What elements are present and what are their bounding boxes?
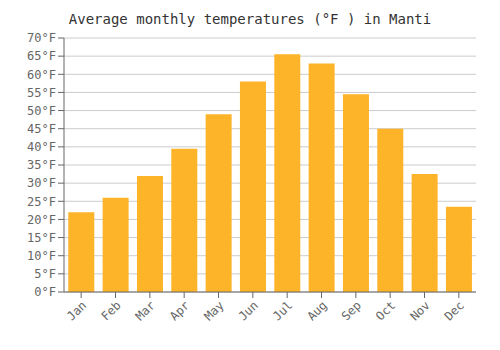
svg-text:Jun: Jun bbox=[236, 298, 261, 323]
svg-text:55°F: 55°F bbox=[27, 86, 56, 100]
svg-text:Jan: Jan bbox=[64, 298, 89, 323]
svg-text:45°F: 45°F bbox=[27, 122, 56, 136]
svg-text:Feb: Feb bbox=[98, 298, 123, 323]
svg-text:Mar: Mar bbox=[133, 298, 158, 323]
svg-text:Jul: Jul bbox=[270, 298, 295, 323]
svg-text:Apr: Apr bbox=[167, 298, 192, 323]
svg-text:Nov: Nov bbox=[407, 298, 432, 323]
svg-text:30°F: 30°F bbox=[27, 176, 56, 190]
svg-text:25°F: 25°F bbox=[27, 195, 56, 209]
svg-text:Oct: Oct bbox=[373, 298, 398, 323]
svg-text:20°F: 20°F bbox=[27, 213, 56, 227]
svg-text:15°F: 15°F bbox=[27, 231, 56, 245]
svg-text:40°F: 40°F bbox=[27, 140, 56, 154]
html-text:Average monthly temperatures (: Average monthly temperatures (°F ) in Ma… bbox=[68, 11, 432, 27]
svg-text:0°F: 0°F bbox=[34, 285, 56, 299]
svg-text:May: May bbox=[201, 298, 226, 323]
svg-text:Sep: Sep bbox=[339, 298, 364, 323]
svg-text:Dec: Dec bbox=[442, 298, 467, 323]
svg-text:5°F: 5°F bbox=[34, 267, 56, 281]
svg-text:Aug: Aug bbox=[304, 298, 329, 323]
svg-text:50°F: 50°F bbox=[27, 104, 56, 118]
svg-text:60°F: 60°F bbox=[27, 68, 56, 82]
svg-text:35°F: 35°F bbox=[27, 158, 56, 172]
svg-text:70°F: 70°F bbox=[27, 31, 56, 45]
svg-text:65°F: 65°F bbox=[27, 49, 56, 63]
svg-text:10°F: 10°F bbox=[27, 249, 56, 263]
